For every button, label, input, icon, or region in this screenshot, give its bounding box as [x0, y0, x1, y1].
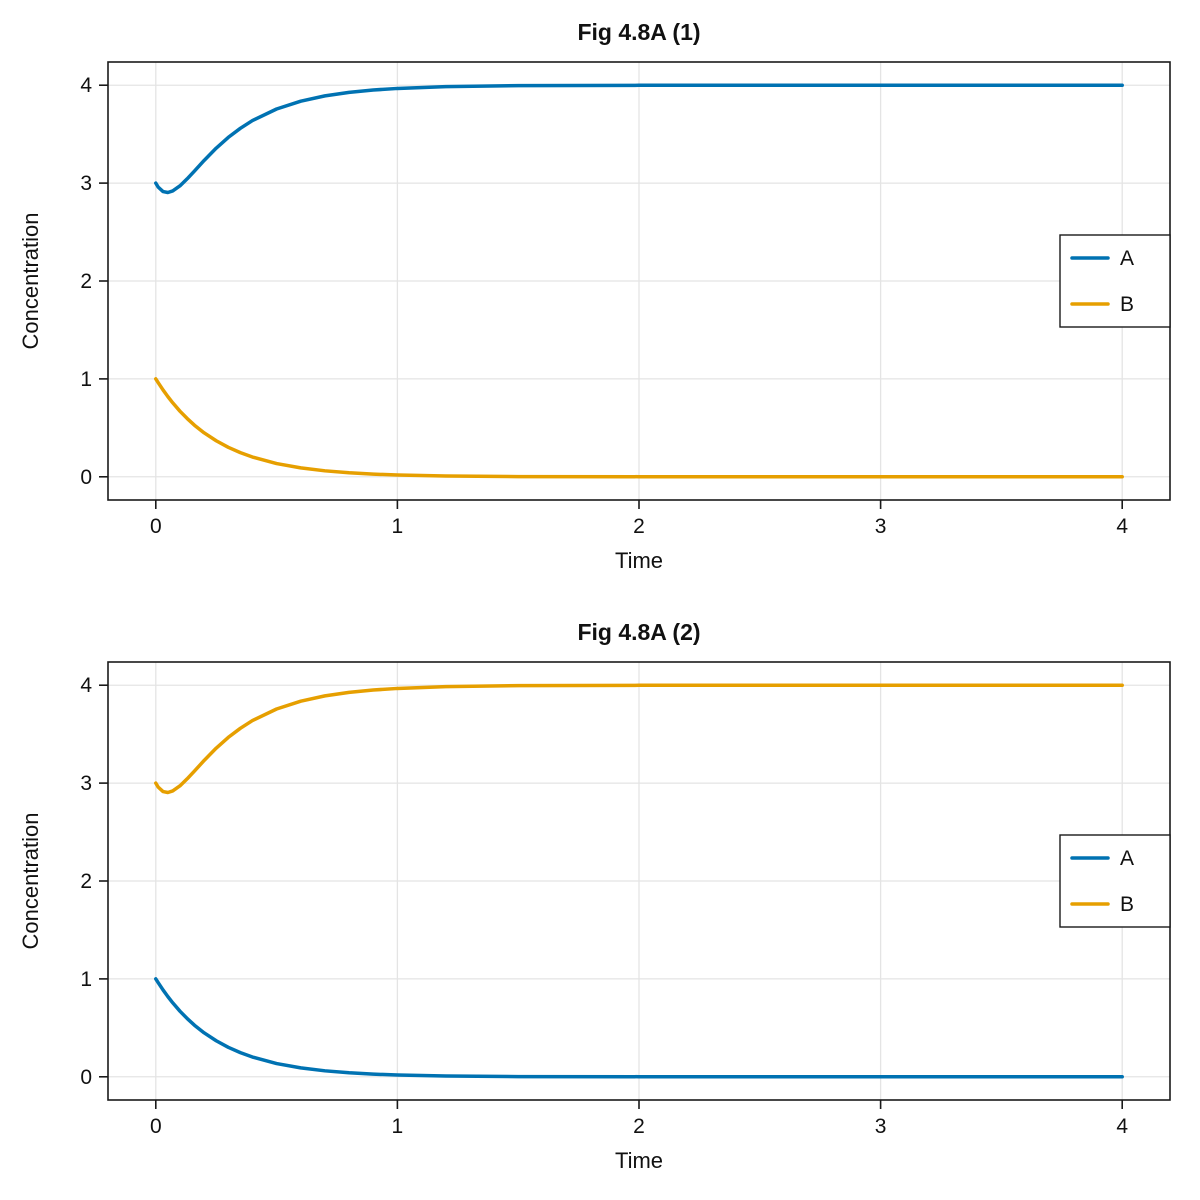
plot-title: Fig 4.8A (2): [577, 619, 700, 645]
x-tick-label: 1: [392, 1115, 404, 1138]
x-tick-label: 1: [392, 515, 404, 538]
legend-label-B: B: [1120, 293, 1134, 316]
series-line-B: [154, 683, 1124, 795]
x-tick-label: 0: [150, 515, 162, 538]
legend: AB: [1059, 234, 1171, 328]
legend: AB: [1059, 834, 1171, 928]
series-line-B: [154, 377, 1124, 479]
x-tick-label: 2: [633, 515, 645, 538]
x-axis-label: Time: [615, 1148, 663, 1173]
series-line-A: [154, 977, 1124, 1079]
subplot-1: 0 1 2 3 4 0 1 2 3 4 Fig 4.8A (1) Time Concentration A…: [18, 19, 1171, 573]
y-tick-label: 2: [80, 870, 92, 893]
y-axis-label: Concentration: [18, 213, 43, 350]
y-tick-label: 1: [80, 968, 92, 991]
x-tick-label: 0: [150, 1115, 162, 1138]
legend-box: [1059, 234, 1171, 328]
y-tick-label: 4: [80, 674, 92, 697]
series-line-A: [154, 83, 1124, 195]
subplot-2: 0 1 2 3 4 0 1 2 3 4 Fig 4.8A (2) Time Concentration A…: [0, 600, 1200, 1200]
x-axis-label: Time: [615, 548, 663, 573]
legend-box: [1059, 834, 1171, 928]
x-tick-label: 3: [875, 1115, 887, 1138]
y-tick-label: 3: [80, 172, 92, 195]
x-tick-label: 3: [875, 515, 887, 538]
x-tick-label: 4: [1116, 1115, 1128, 1138]
x-tick-label: 4: [1116, 515, 1128, 538]
y-tick-label: 0: [80, 466, 92, 489]
legend-label-B: B: [1120, 893, 1134, 916]
y-tick-label: 0: [80, 1066, 92, 1089]
plot-title: Fig 4.8A (1): [577, 19, 700, 45]
y-tick-label: 1: [80, 368, 92, 391]
plot-2: 0 1 2 3 4 0 1 2 3 4 Fig 4.8A (2) Time Concentration A…: [18, 619, 1171, 1173]
legend-label-A: A: [1120, 847, 1134, 870]
x-tick-label: 2: [633, 1115, 645, 1138]
legend-label-A: A: [1120, 247, 1134, 270]
y-tick-label: 3: [80, 772, 92, 795]
y-axis-label: Concentration: [18, 813, 43, 950]
y-tick-label: 2: [80, 270, 92, 293]
plot-1: 0 1 2 3 4 0 1 2 3 4 Fig 4.8A (1) Time Concentration A…: [18, 19, 1171, 573]
y-tick-label: 4: [80, 74, 92, 97]
